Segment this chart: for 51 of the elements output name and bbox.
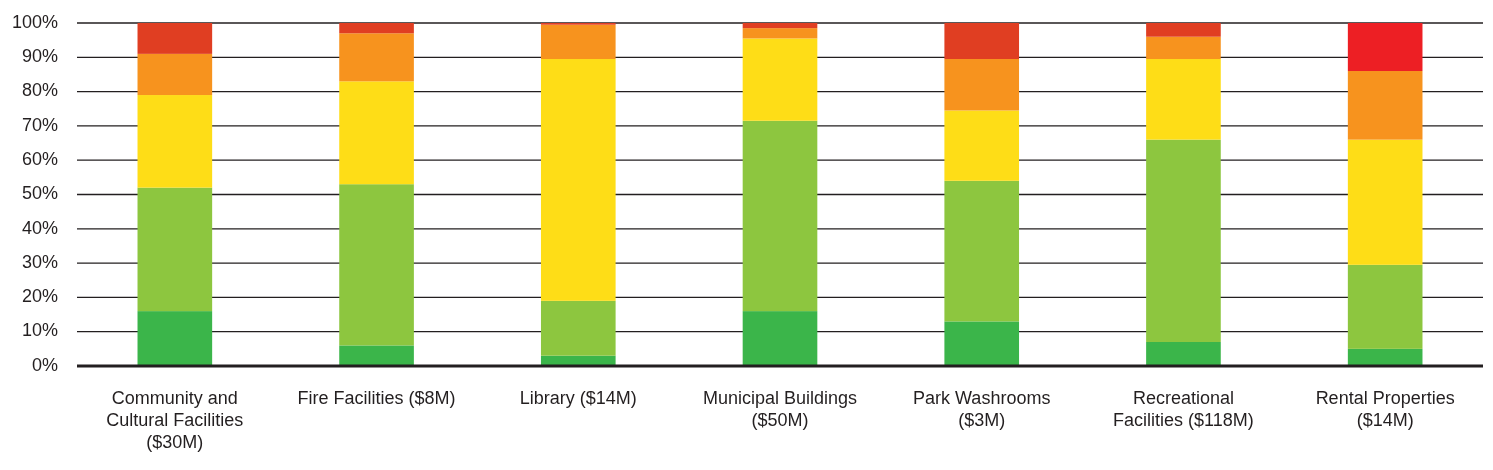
bar bbox=[944, 110, 1020, 181]
y-tick-label: 60% bbox=[21, 148, 58, 169]
bar bbox=[1347, 264, 1423, 349]
bar bbox=[944, 23, 1020, 60]
bar bbox=[742, 311, 818, 366]
x-tick-label: Community and Cultural Facilities ($30M) bbox=[106, 388, 244, 452]
bar bbox=[339, 33, 414, 82]
bar bbox=[137, 187, 213, 312]
y-tick-label: 100% bbox=[11, 11, 58, 32]
y-tick-label: 40% bbox=[21, 217, 58, 238]
bar bbox=[742, 120, 818, 312]
x-tick-label: Recreational Facilities ($118M) bbox=[1113, 388, 1254, 430]
bar bbox=[742, 38, 818, 121]
y-tick-label: 0% bbox=[31, 354, 58, 375]
bar bbox=[540, 24, 616, 60]
bar bbox=[339, 345, 414, 366]
y-tick-label: 10% bbox=[21, 320, 58, 341]
bar bbox=[137, 53, 213, 96]
bar bbox=[137, 23, 213, 54]
x-tick-label: Fire Facilities ($8M) bbox=[297, 388, 456, 408]
bar bbox=[339, 23, 414, 34]
bar bbox=[944, 59, 1020, 111]
y-tick-label: 50% bbox=[21, 183, 58, 204]
bar bbox=[944, 321, 1020, 366]
y-tick-label: 80% bbox=[21, 80, 58, 101]
y-tick-label: 20% bbox=[21, 286, 58, 307]
x-tick-label: Rental Properties ($14M) bbox=[1315, 388, 1455, 430]
bar bbox=[944, 180, 1020, 322]
y-tick-label: 30% bbox=[21, 251, 58, 272]
bar bbox=[742, 28, 818, 39]
bar bbox=[1347, 139, 1423, 265]
bar bbox=[540, 300, 616, 356]
bar bbox=[1146, 59, 1221, 140]
bar bbox=[137, 311, 213, 366]
y-tick-label: 90% bbox=[21, 46, 58, 67]
bar bbox=[1146, 341, 1221, 366]
bar bbox=[339, 184, 414, 346]
bar bbox=[1347, 23, 1423, 72]
bar bbox=[1347, 348, 1423, 366]
bar bbox=[742, 23, 818, 29]
bar bbox=[137, 95, 213, 188]
x-tick-label: Park Washrooms ($3M) bbox=[913, 388, 1051, 430]
bar bbox=[1146, 139, 1221, 342]
x-tick-label: Library ($14M) bbox=[519, 388, 637, 408]
x-tick-label: Municipal Buildings ($50M) bbox=[702, 388, 858, 430]
bar bbox=[1146, 36, 1221, 60]
bar bbox=[339, 81, 414, 185]
bar bbox=[540, 59, 616, 301]
bar bbox=[1347, 71, 1423, 140]
bar bbox=[1146, 23, 1221, 37]
y-tick-label: 70% bbox=[21, 114, 58, 135]
